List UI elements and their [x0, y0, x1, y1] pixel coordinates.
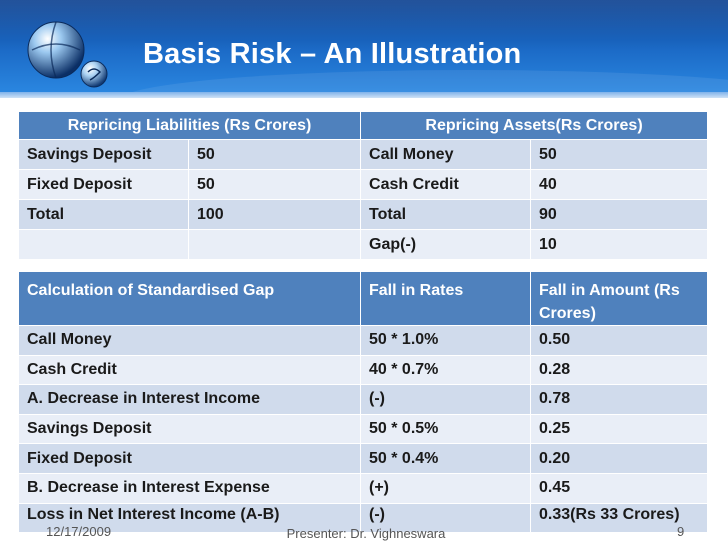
table-cell: 40 * 0.7%	[360, 354, 531, 386]
header-calculation: Calculation of Standardised Gap	[18, 271, 361, 326]
table-cell: Call Money	[18, 325, 361, 356]
table-row: Cash Credit 40 * 0.7% 0.28	[18, 354, 708, 386]
header-repricing-assets: Repricing Assets(Rs Crores)	[360, 111, 709, 140]
header-sheen	[0, 0, 728, 40]
table-cell: (-)	[360, 502, 531, 534]
table-cell: 0.28	[530, 354, 708, 386]
table-cell: Loss in Net Interest Income (A-B)	[18, 502, 361, 534]
table-row: A. Decrease in Interest Income (-) 0.78	[18, 384, 708, 415]
table-cell: 0.50	[530, 325, 708, 356]
table-cell: Total	[360, 199, 532, 230]
footer-presenter: Presenter: Dr. Vighneswara Swamy	[286, 526, 446, 541]
table-row: Fixed Deposit 50 Cash Credit 40	[18, 169, 709, 200]
table-cell: 10	[530, 229, 709, 260]
repricing-table: Repricing Liabilities (Rs Crores) Repric…	[17, 111, 709, 260]
table-cell: Cash Credit	[18, 354, 361, 386]
table-cell: (+)	[360, 472, 531, 504]
header-fall-in-amount: Fall in Amount (Rs Crores)	[530, 271, 708, 326]
table-row: Savings Deposit 50 * 0.5% 0.25	[18, 413, 708, 445]
table-cell: Call Money	[360, 139, 532, 170]
table-cell: 50 * 0.4%	[360, 443, 531, 474]
table-cell: 0.20	[530, 443, 708, 474]
table-cell: B. Decrease in Interest Expense	[18, 472, 361, 504]
table-cell: 40	[530, 169, 709, 200]
table-cell: 0.25	[530, 413, 708, 445]
table-cell: Gap(-)	[360, 229, 532, 260]
table-cell: 50	[187, 169, 362, 200]
slide-header-banner: Basis Risk – An Illustration	[0, 0, 728, 92]
header-repricing-liabilities: Repricing Liabilities (Rs Crores)	[17, 111, 362, 140]
header-underline	[0, 92, 728, 98]
footer-page-number: 9	[677, 524, 685, 539]
table-cell	[187, 229, 362, 260]
table-cell: Cash Credit	[360, 169, 532, 200]
table-row: Gap(-) 10	[18, 229, 709, 260]
table-cell: 0.45	[530, 472, 708, 504]
table-cell: (-)	[360, 384, 531, 415]
table-cell: Fixed Deposit	[18, 169, 189, 200]
table-cell: 50 * 1.0%	[360, 325, 531, 356]
table-row: Loss in Net Interest Income (A-B) (-) 0.…	[18, 502, 708, 534]
table-cell: 50	[187, 139, 362, 170]
table-cell: 0.33(Rs 33 Crores)	[530, 502, 708, 534]
table-cell: Fixed Deposit	[18, 443, 361, 474]
slide-title: Basis Risk – An Illustration	[143, 38, 522, 70]
header-swoosh	[120, 70, 728, 92]
table-row: B. Decrease in Interest Expense (+) 0.45	[18, 472, 708, 504]
table-cell	[18, 229, 189, 260]
slide-footer: 12/17/2009 Presenter: Dr. Vighneswara Sw…	[0, 520, 728, 546]
table-row: Fixed Deposit 50 * 0.4% 0.20	[18, 443, 708, 474]
table-cell: Total	[18, 199, 189, 230]
table-cell: Savings Deposit	[18, 413, 361, 445]
header-fall-in-rates: Fall in Rates	[360, 271, 531, 326]
table-row: Total 100 Total 90	[18, 199, 709, 230]
table-row: Call Money 50 * 1.0% 0.50	[18, 325, 708, 356]
table-cell: A. Decrease in Interest Income	[18, 384, 361, 415]
table-cell: 50	[530, 139, 709, 170]
standardised-gap-table: Calculation of Standardised Gap Fall in …	[18, 271, 708, 534]
globe-logo-icon	[27, 21, 108, 88]
footer-date: 12/17/2009	[46, 524, 112, 539]
table-cell: 0.78	[530, 384, 708, 415]
table-row: Savings Deposit 50 Call Money 50	[18, 139, 709, 170]
table-cell: 50 * 0.5%	[360, 413, 531, 445]
table-cell: Savings Deposit	[18, 139, 189, 170]
table-cell: 90	[530, 199, 709, 230]
table-cell: 100	[187, 199, 362, 230]
